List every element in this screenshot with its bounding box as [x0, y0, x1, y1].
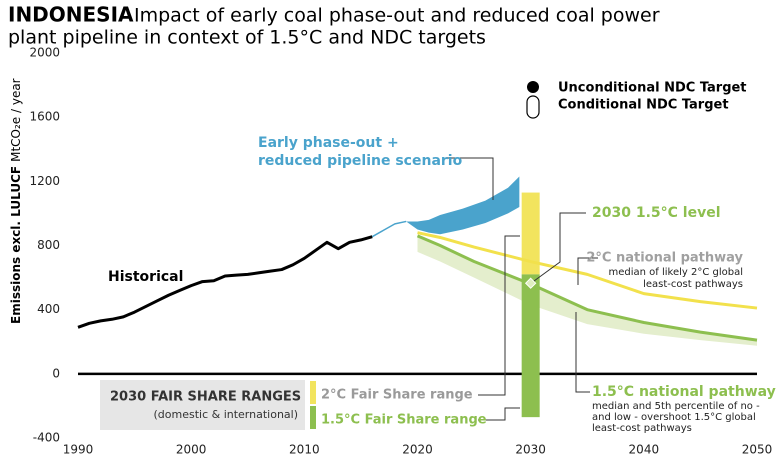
- pathway-15-label: 1.5°C national pathway: [592, 384, 776, 400]
- scenario-label: reduced pipeline scenario: [258, 153, 463, 169]
- x-tick-label: 2030: [515, 443, 546, 457]
- legend-marker: [527, 81, 539, 93]
- level-marker: [524, 277, 537, 289]
- fair-share-bar: [521, 274, 540, 418]
- x-tick-label: 2010: [289, 443, 320, 457]
- fair-share-title: 2030 FAIR SHARE RANGES: [110, 390, 301, 405]
- pathway-15-band: [417, 235, 757, 346]
- fair-share-subtitle: (domestic & international): [153, 408, 298, 421]
- x-tick-label: 2020: [402, 443, 433, 457]
- x-tick-label: 2040: [629, 443, 660, 457]
- level-label: 2030 1.5°C level: [592, 205, 721, 221]
- fair-share-swatch: [310, 406, 316, 429]
- leader-line: [577, 257, 598, 285]
- y-tick-label: 800: [37, 238, 60, 252]
- leader-line: [533, 212, 586, 282]
- scenario-area: [406, 176, 520, 235]
- pathway_2c-line: [417, 231, 758, 310]
- y-tick-label: -400: [33, 431, 60, 445]
- y-tick-label: 0: [52, 366, 60, 380]
- pathway_15-line: [416, 234, 758, 342]
- y-axis-label-unit: MtCO₂e / year: [9, 78, 23, 162]
- pathway-15-note: least-cost pathways: [592, 423, 692, 434]
- y-tick-label: 2000: [29, 46, 60, 60]
- chart-title-bold: INDONESIA: [8, 3, 134, 27]
- pathway-15-note: median and 5th percentile of no -: [592, 401, 760, 412]
- historical-line: [77, 235, 373, 329]
- historical-label: Historical: [108, 269, 183, 285]
- x-tick-label: 2050: [742, 443, 773, 457]
- pathway-2c-note: least-cost pathways: [643, 279, 743, 290]
- pathway-15-note: and low - overshoot 1.5°C global: [592, 412, 756, 423]
- leader-line: [478, 407, 520, 421]
- fair-share-label: 1.5°C Fair Share range: [321, 413, 487, 428]
- fair-share-box: [100, 380, 305, 430]
- legend-marker: [526, 95, 540, 119]
- legend-label: Unconditional NDC Target: [558, 81, 747, 96]
- x-tick-label: 2000: [176, 443, 207, 457]
- leader-line: [575, 312, 590, 393]
- y-axis-label: Emissions excl. LULUCF MtCO₂e / year: [9, 78, 23, 324]
- y-tick-label: 1200: [29, 174, 60, 188]
- scenario-label: Early phase-out +: [258, 135, 399, 151]
- y-axis-label-bold: Emissions excl. LULUCF: [9, 166, 23, 324]
- chart-title: plant pipeline in context of 1.5°C and N…: [8, 27, 486, 49]
- y-tick-label: 400: [37, 302, 60, 316]
- pathway-2c-note: median of likely 2°C global: [608, 267, 743, 278]
- x-tick-label: 1990: [63, 443, 94, 457]
- chart-title: Impact of early coal phase-out and reduc…: [134, 5, 660, 27]
- y-tick-label: 1600: [29, 110, 60, 124]
- fair-share-label: 2°C Fair Share range: [321, 388, 473, 403]
- leader-line: [478, 235, 520, 396]
- legend-label: Conditional NDC Target: [558, 98, 729, 113]
- scenario-line: [371, 220, 407, 238]
- fair-share-swatch: [310, 381, 316, 404]
- leader-line: [445, 157, 494, 200]
- pathway-2c-label: 2°C national pathway: [586, 251, 743, 266]
- fair-share-bar: [521, 192, 540, 275]
